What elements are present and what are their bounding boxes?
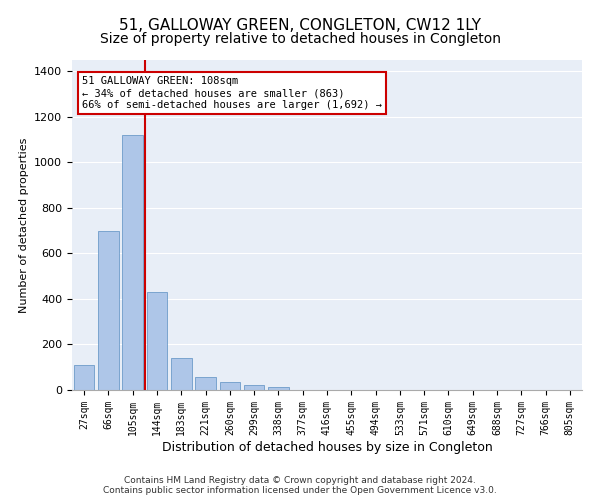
Bar	[268, 388, 289, 390]
Bar	[220, 382, 240, 390]
Text: 51 GALLOWAY GREEN: 108sqm
← 34% of detached houses are smaller (863)
66% of semi: 51 GALLOWAY GREEN: 108sqm ← 34% of detac…	[82, 76, 382, 110]
Bar	[195, 378, 216, 390]
Bar	[244, 386, 265, 390]
Bar	[74, 365, 94, 390]
Bar	[98, 230, 119, 390]
Text: Contains HM Land Registry data © Crown copyright and database right 2024.
Contai: Contains HM Land Registry data © Crown c…	[103, 476, 497, 495]
Bar	[122, 135, 143, 390]
Bar	[146, 292, 167, 390]
X-axis label: Distribution of detached houses by size in Congleton: Distribution of detached houses by size …	[161, 440, 493, 454]
Y-axis label: Number of detached properties: Number of detached properties	[19, 138, 29, 312]
Bar	[171, 358, 191, 390]
Text: Size of property relative to detached houses in Congleton: Size of property relative to detached ho…	[100, 32, 500, 46]
Text: 51, GALLOWAY GREEN, CONGLETON, CW12 1LY: 51, GALLOWAY GREEN, CONGLETON, CW12 1LY	[119, 18, 481, 32]
